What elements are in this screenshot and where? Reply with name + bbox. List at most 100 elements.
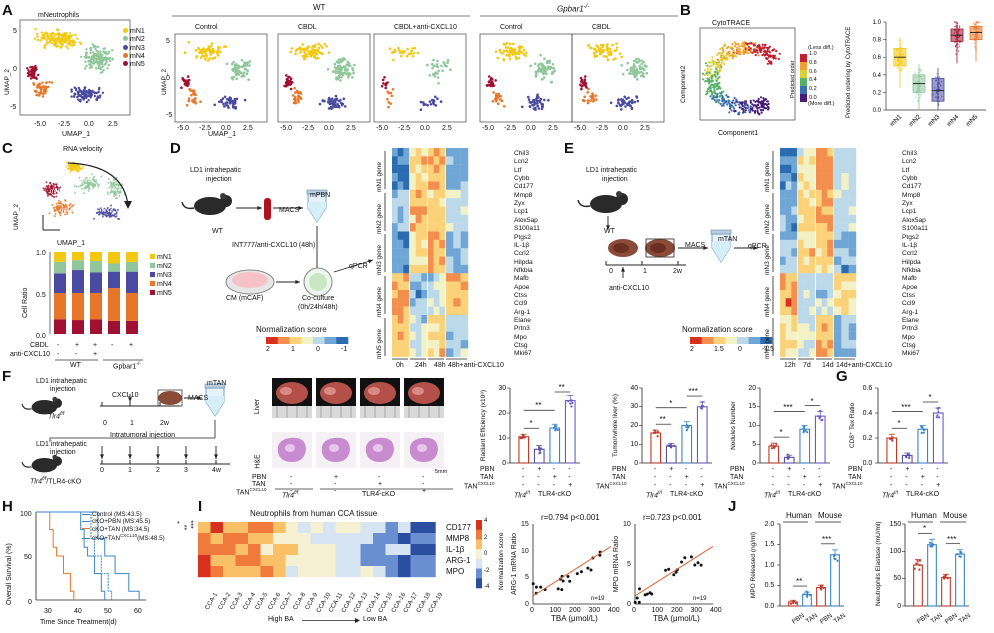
umap-point-mN1 [317, 42, 320, 46]
umap-point-mN1 [413, 46, 417, 50]
f-chart-ko-label: TLR4-cKO [538, 491, 572, 498]
umap-point-mN4 [296, 90, 300, 94]
umap-point-mN1 [602, 54, 606, 58]
f-chart-2-ylabel: Nodules Number [730, 401, 737, 450]
d-row-group-bracket [384, 151, 386, 189]
umap-point-mN1 [46, 36, 50, 40]
umap-point-mN3 [218, 100, 221, 104]
umap-point-mN3 [624, 105, 627, 108]
umap-point-mN2 [436, 59, 439, 63]
umap-point-mN3 [224, 101, 228, 105]
umap-point-mN2 [351, 66, 354, 70]
umap-point-mN1 [303, 51, 306, 54]
umap-point-mN1 [511, 53, 515, 56]
umap-point-mN1 [71, 44, 74, 47]
g-sign: - [936, 474, 939, 481]
umap-point-mN3 [326, 100, 330, 104]
f-chart-1-sig: * [669, 398, 673, 408]
umap-point-mN3 [424, 103, 427, 106]
c-bar-segment-mN1 [72, 252, 84, 261]
umap-point-mN4 [500, 99, 504, 102]
g-chart [875, 387, 948, 464]
legend-label: cKO+PBN (MS:45.5) [92, 518, 151, 526]
umap-point-mN2 [621, 72, 625, 76]
a-small-xtick: 0.0 [618, 125, 628, 132]
umap-point-mN4 [389, 102, 392, 105]
umap-point-mN2 [352, 71, 355, 75]
umap-point-mN2 [351, 69, 355, 72]
f-chart-sign: + [537, 466, 542, 473]
f-chart-sign: + [818, 482, 823, 489]
umap-point-mN1 [397, 46, 400, 50]
f-he-image-1 [316, 432, 356, 468]
umap-point-mN4 [39, 88, 43, 92]
umap-point-mN3 [229, 97, 232, 100]
f-chart-sign: - [802, 466, 806, 473]
umap-point-mN1 [44, 43, 47, 47]
umap-point-mN2 [435, 63, 439, 66]
umap-point-mN5 [488, 75, 491, 78]
umap-point-mN2 [550, 72, 554, 75]
umap-point-mN5 [29, 77, 33, 80]
umap-point-mN3 [430, 98, 434, 102]
a-small-xtick: -2.5 [596, 125, 609, 132]
a-xtick-4: 2.5 [108, 121, 118, 128]
j-chart-2-bar-1 [927, 544, 937, 607]
f-img-lines [275, 488, 453, 490]
d-cbar-tick: 0 [316, 346, 320, 353]
f-chart-1-sig: ** [659, 415, 666, 425]
j-chart-2-bar-2 [941, 577, 951, 607]
f-step1-a: LD1 intrahepatic [36, 378, 87, 385]
umap-point-mN1 [202, 47, 205, 50]
f-img-tancx-label: TANCXCL10 [236, 487, 267, 497]
umap-point-mN1 [207, 48, 211, 51]
e-col-bracket [780, 358, 796, 360]
a-condition-3: Control [500, 24, 523, 31]
d-heatmap [392, 148, 469, 357]
c-bar-segment-mN4 [90, 293, 102, 320]
f-chart-1-bar-1 [665, 445, 677, 464]
f-img-tan-label: TAN [252, 481, 266, 488]
d-gene-3: Cybb [514, 175, 530, 183]
h-legend: Control (MS:43.5) cKO+PBN (MS:45.5) cKO+TA… [82, 511, 165, 543]
umap-point-mN4 [185, 103, 189, 107]
umap-point-mN1 [595, 50, 598, 54]
umap-point-mN5 [35, 67, 38, 70]
umap-point-mN2 [89, 58, 93, 62]
umap-point-mN2 [633, 72, 636, 75]
umap-point-mN1 [298, 46, 302, 49]
c-bar-segment-mN3 [54, 273, 66, 293]
svg-text:1.0: 1.0 [873, 20, 882, 26]
umap-point-mN4 [498, 98, 502, 101]
e-xlabel-3: 14d+anti-CXCL10 [836, 362, 892, 369]
umap-point-mN1 [41, 33, 45, 37]
f-chart-sign: - [787, 482, 790, 489]
umap-point-mN4 [293, 91, 297, 94]
umap-point-mN3 [630, 100, 634, 104]
d-gene-24: Mki67 [514, 350, 532, 358]
umap-point-mN1 [313, 54, 317, 58]
f-chart-sign: - [653, 466, 657, 473]
e-gene-13: Hilpda [902, 258, 921, 266]
f-chart-sign: - [669, 482, 672, 489]
umap-point-mN3 [70, 88, 73, 91]
i-cbar-tick: 2 [484, 534, 488, 541]
f-chart-0-sig: ** [558, 383, 565, 392]
umap-point-mN2 [233, 63, 237, 67]
panel-label-i: I [198, 498, 203, 515]
umap-point-mN2 [238, 65, 241, 69]
f-chart-0-ytick: 0 [502, 459, 507, 467]
umap-point-mN3 [528, 100, 532, 104]
umap-point-mN1 [213, 56, 217, 59]
umap-point-mN4 [199, 100, 202, 104]
i-scatter-1-xtick: 200 [569, 607, 581, 614]
umap-point-mN2 [88, 63, 91, 66]
i-scatter-2-xtick: 200 [671, 607, 683, 614]
j-chart-2-group: Mouse [943, 511, 968, 520]
umap-point-mN2 [543, 67, 547, 71]
f-chart-2-ytick: 5 [752, 440, 757, 448]
umap-point-mN1 [218, 50, 222, 54]
umap-point-mN1 [508, 57, 512, 61]
e-gene-19: Arg-1 [902, 308, 919, 316]
umap-point-mN2 [353, 63, 356, 67]
